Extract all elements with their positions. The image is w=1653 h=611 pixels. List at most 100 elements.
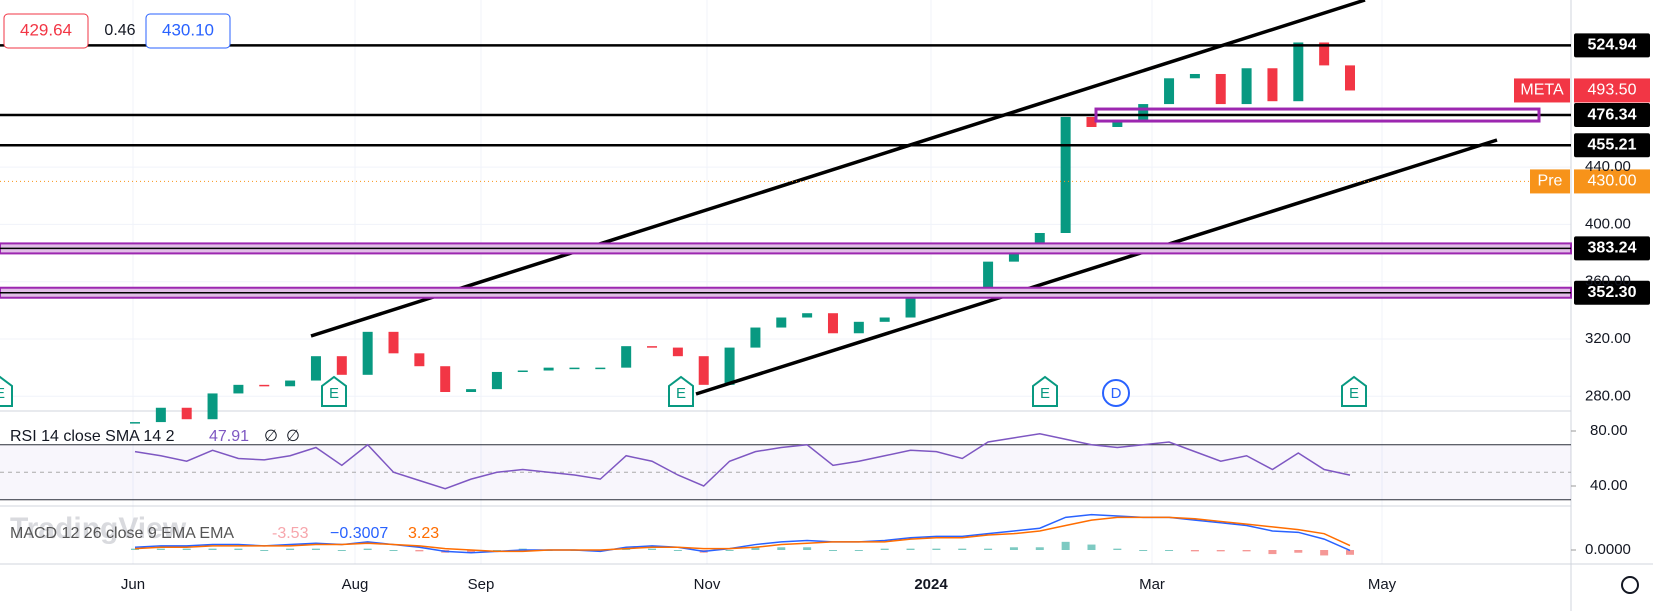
- candle: [1319, 42, 1330, 66]
- macd-histogram-bar: [1009, 547, 1018, 550]
- macd-histogram-bar: [1294, 550, 1303, 553]
- x-tick-label: Aug: [342, 576, 369, 593]
- level-label: 383.24: [1588, 240, 1637, 257]
- macd-histogram-bar: [182, 548, 191, 550]
- x-tick-label: Sep: [468, 576, 495, 593]
- candle: [1008, 248, 1019, 262]
- macd-histogram-bar: [1113, 548, 1122, 550]
- candle: [802, 313, 813, 318]
- candle: [362, 331, 373, 375]
- candle: [336, 356, 347, 375]
- candle: [440, 366, 451, 393]
- level-label: 455.21: [1588, 137, 1637, 154]
- macd-histogram-bar: [389, 550, 398, 551]
- event-marker: [668, 375, 694, 407]
- candle: [517, 370, 528, 373]
- y-tick-label: 440.00: [1585, 158, 1631, 175]
- bid: 429.64: [20, 20, 72, 39]
- level-label: 524.94: [1588, 37, 1637, 54]
- rsi-na: ∅: [264, 428, 278, 445]
- macd-histogram-bar: [311, 548, 320, 550]
- macd-histogram-bar: [803, 547, 812, 550]
- macd-histogram-bar: [208, 548, 217, 550]
- level-label-box: [1574, 133, 1650, 158]
- macd-histogram-bar: [1165, 550, 1174, 551]
- candle: [1164, 78, 1175, 105]
- macd-histogram-bar: [648, 548, 657, 550]
- candle: [853, 321, 864, 334]
- spread: 0.46: [104, 22, 135, 39]
- candle: [207, 393, 218, 420]
- premarket-label: 430.00: [1588, 173, 1637, 190]
- macd-histogram-bar: [156, 548, 165, 550]
- macd-histogram-bar: [234, 548, 243, 550]
- zone-box: [1094, 107, 1541, 123]
- watermark: TradingView: [10, 512, 187, 545]
- macd-histogram-bar: [932, 548, 941, 550]
- y-tick-label: 360.00: [1585, 273, 1631, 290]
- macd-histogram-bar: [363, 548, 372, 550]
- settings-icon[interactable]: [1621, 576, 1639, 594]
- candle: [285, 380, 296, 387]
- y-tick-label: 280.00: [1585, 387, 1631, 404]
- macd-tick-label: 0.0000: [1585, 541, 1631, 558]
- event-marker: [0, 375, 13, 407]
- level-label-box: [1574, 280, 1650, 305]
- macd-histogram-bar: [828, 550, 837, 551]
- macd-histogram-bar: [958, 548, 967, 550]
- macd-hist-value: -3.53: [272, 525, 309, 542]
- channel-lower: [695, 138, 1498, 396]
- ask-box: [145, 13, 231, 49]
- x-tick-label: Mar: [1139, 576, 1165, 593]
- candle: [776, 317, 787, 328]
- event-label: E: [1349, 385, 1359, 402]
- grid: [0, 0, 1571, 564]
- event-label: E: [676, 385, 686, 402]
- rsi-tick-label: 80.00: [1590, 422, 1628, 439]
- event-label: D: [1111, 385, 1122, 402]
- candle: [543, 367, 554, 371]
- candle: [491, 371, 502, 390]
- macd-histogram-bar: [492, 550, 501, 551]
- last-tag-box: [1514, 78, 1570, 103]
- premarket-label-box: [1574, 169, 1650, 194]
- rsi-na: ∅: [286, 428, 300, 445]
- level-label: 476.34: [1588, 106, 1637, 123]
- last-label-box: [1574, 78, 1650, 103]
- premarket-tag-box: [1530, 169, 1570, 194]
- candle: [414, 353, 425, 367]
- rsi-value: 47.91: [209, 428, 249, 445]
- macd-histogram-bar: [337, 550, 346, 551]
- candle: [595, 367, 606, 370]
- macd-histogram-bar: [984, 548, 993, 550]
- macd-histogram-bar: [1242, 550, 1251, 552]
- event-marker: [1102, 379, 1130, 407]
- macd-histogram-bar: [1139, 550, 1148, 551]
- last-tag: META: [1520, 82, 1564, 99]
- candle: [621, 346, 632, 368]
- candle: [1189, 73, 1200, 79]
- y-tick-label: 320.00: [1585, 330, 1631, 347]
- candle: [259, 384, 270, 387]
- x-tick-label: 2024: [914, 576, 948, 593]
- rsi-legend: RSI 14 close SMA 14 2: [10, 428, 175, 445]
- overlay: 524.94 476.34 455.21 383.24 352.30 Pre 430.00 M…: [0, 33, 1650, 407]
- level-label: 352.30: [1588, 284, 1637, 301]
- candle: [724, 347, 735, 385]
- event-label: E: [0, 385, 5, 402]
- candle: [1060, 116, 1071, 233]
- macd-histogram-bar: [725, 550, 734, 551]
- rsi-tick-label: 40.00: [1590, 477, 1628, 494]
- candle: [1215, 73, 1226, 105]
- candle: [1086, 116, 1097, 127]
- x-tick-label: Jun: [121, 576, 145, 593]
- candle: [1293, 42, 1304, 102]
- macd-histogram-bar: [286, 548, 295, 550]
- macd-histogram-bar: [777, 547, 786, 550]
- macd-histogram-bar: [1320, 550, 1329, 556]
- macd-histogram-bar: [260, 550, 269, 551]
- event-marker: [1032, 375, 1058, 407]
- macd-histogram-bar: [415, 550, 424, 552]
